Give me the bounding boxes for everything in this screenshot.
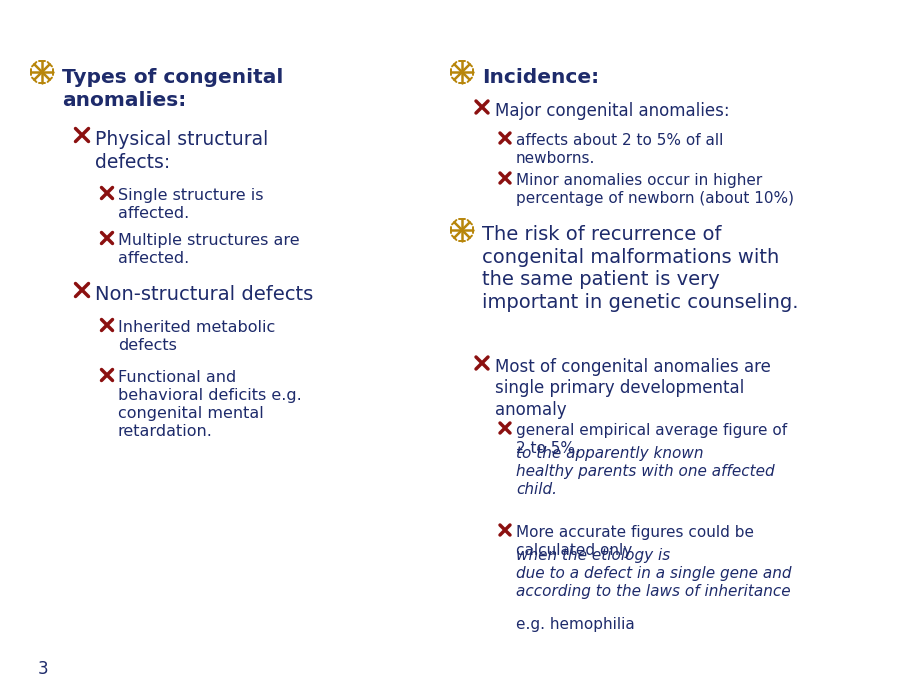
Text: Major congenital anomalies:: Major congenital anomalies: xyxy=(494,102,729,120)
Text: Types of congenital
anomalies:: Types of congenital anomalies: xyxy=(62,68,283,110)
Text: More accurate figures could be
calculated only: More accurate figures could be calculate… xyxy=(516,525,754,558)
Text: Minor anomalies occur in higher
percentage of newborn (about 10%): Minor anomalies occur in higher percenta… xyxy=(516,173,793,206)
Text: general empirical average figure of
2 to 5%,: general empirical average figure of 2 to… xyxy=(516,423,787,456)
Text: Inherited metabolic
defects: Inherited metabolic defects xyxy=(118,320,275,353)
Text: Incidence:: Incidence: xyxy=(482,68,598,87)
Text: Functional and
behavioral deficits e.g.
congenital mental
retardation.: Functional and behavioral deficits e.g. … xyxy=(118,370,301,439)
Text: Non-structural defects: Non-structural defects xyxy=(95,285,312,304)
Text: to the apparently known
healthy parents with one affected
child.: to the apparently known healthy parents … xyxy=(516,446,774,497)
Text: Multiple structures are
affected.: Multiple structures are affected. xyxy=(118,233,300,266)
Text: The risk of recurrence of
congenital malformations with
the same patient is very: The risk of recurrence of congenital mal… xyxy=(482,225,798,313)
Text: Physical structural
defects:: Physical structural defects: xyxy=(95,130,268,172)
Text: Most of congenital anomalies are
single primary developmental
anomaly: Most of congenital anomalies are single … xyxy=(494,358,770,419)
Text: affects about 2 to 5% of all
newborns.: affects about 2 to 5% of all newborns. xyxy=(516,133,722,166)
Text: 3: 3 xyxy=(38,660,49,678)
Text: when the etiology is
due to a defect in a single gene and
according to the laws : when the etiology is due to a defect in … xyxy=(516,548,790,599)
Text: Single structure is
affected.: Single structure is affected. xyxy=(118,188,263,221)
Text: e.g. hemophilia: e.g. hemophilia xyxy=(516,617,634,632)
